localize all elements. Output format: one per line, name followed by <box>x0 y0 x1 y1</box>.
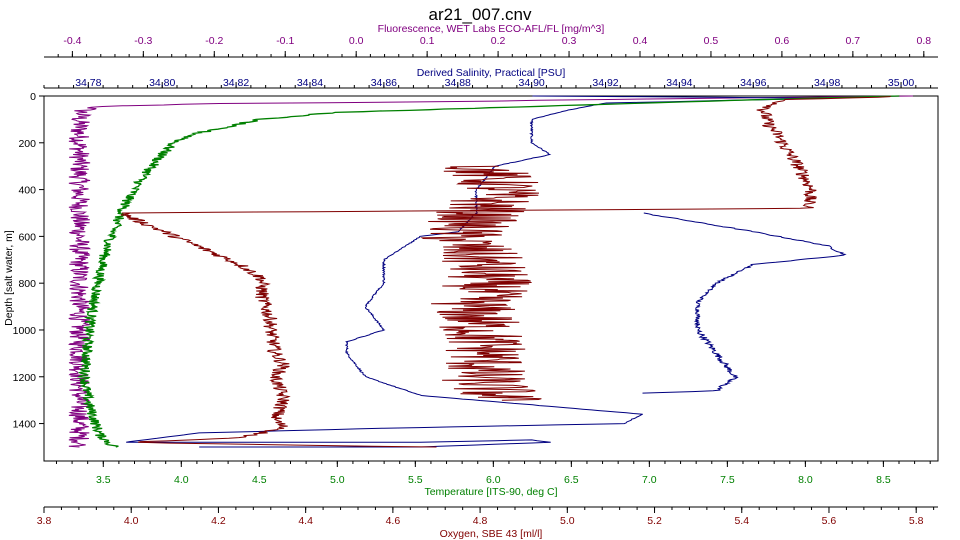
fluorescence-tick-label: -0.4 <box>63 35 81 47</box>
y-axis-label: Depth [salt water, m] <box>3 230 15 326</box>
temperature-profile-line <box>77 95 900 448</box>
oxygen-tick-label: 4.2 <box>211 515 226 527</box>
salinity-tick-label: 34.88 <box>445 77 471 89</box>
fluorescence-tick-label: 0.1 <box>420 35 435 47</box>
salinity-tick-label: 34.80 <box>149 77 175 89</box>
oxygen-profile-line <box>120 95 891 448</box>
fluorescence-tick-label: 0.6 <box>775 35 790 47</box>
oxygen-tick-label: 4.4 <box>298 515 313 527</box>
temperature-tick-label: 7.5 <box>720 474 735 486</box>
y-tick-label: 600 <box>18 231 36 243</box>
plot-area <box>43 95 939 462</box>
temperature-tick-label: 6.0 <box>486 474 501 486</box>
oxygen-tick-label: 4.0 <box>124 515 139 527</box>
salinity-tick-label: 34.98 <box>814 77 840 89</box>
oxygen-tick-label: 3.8 <box>37 515 52 527</box>
salinity-tick-label: 35.00 <box>888 77 914 89</box>
fluorescence-tick-label: -0.1 <box>276 35 294 47</box>
fluorescence-tick-label: -0.2 <box>205 35 223 47</box>
y-tick-label: 1400 <box>13 419 37 431</box>
oxygen-axis-title: Oxygen, SBE 43 [ml/l] <box>440 528 543 540</box>
salinity-tick-label: 34.86 <box>371 77 397 89</box>
fluorescence-tick-label: 0.3 <box>562 35 577 47</box>
salinity-profile-line <box>642 329 739 394</box>
oxygen-tick-label: 5.4 <box>734 515 749 527</box>
temperature-tick-label: 6.5 <box>564 474 579 486</box>
y-tick-label: 1000 <box>13 325 37 337</box>
oxygen-tick-label: 4.8 <box>473 515 488 527</box>
fluorescence-tick-label: 0.5 <box>704 35 719 47</box>
temperature-tick-label: 8.5 <box>876 474 891 486</box>
fluorescence-tick-label: 0.8 <box>917 35 932 47</box>
series-layer <box>68 95 913 448</box>
chart-title: ar21_007.cnv <box>428 5 532 24</box>
salinity-profile-line <box>126 95 827 448</box>
salinity-tick-label: 34.94 <box>666 77 692 89</box>
fluorescence-tick-label: -0.3 <box>134 35 152 47</box>
oxygen-tick-label: 5.2 <box>647 515 662 527</box>
salinity-profile-line <box>643 212 847 331</box>
fluorescence-tick-label: 0.0 <box>349 35 364 47</box>
temperature-tick-label: 8.0 <box>798 474 813 486</box>
salinity-tick-label: 34.78 <box>75 77 101 89</box>
salinity-tick-label: 34.90 <box>518 77 544 89</box>
temperature-axis-title: Temperature [ITS-90, deg C] <box>424 486 557 498</box>
temperature-tick-label: 5.0 <box>330 474 345 486</box>
oxygen-tick-label: 5.0 <box>560 515 575 527</box>
y-tick-label: 1200 <box>13 372 37 384</box>
temperature-tick-label: 5.5 <box>408 474 423 486</box>
axes-group: 0 200 400 600 800 1000 1200 1400 -0.4 -0.3 -0.2 -0.… <box>13 23 938 540</box>
temperature-tick-label: 4.0 <box>174 474 189 486</box>
temperature-tick-label: 3.5 <box>96 474 111 486</box>
salinity-tick-label: 34.82 <box>223 77 249 89</box>
y-tick-label: 400 <box>18 185 36 197</box>
oxygen-tick-label: 5.8 <box>909 515 924 527</box>
salinity-tick-label: 34.84 <box>297 77 323 89</box>
plot-frame <box>43 95 939 462</box>
fluorescence-axis-title: Fluorescence, WET Labs ECO-AFL/FL [mg/m^… <box>378 23 605 35</box>
fluorescence-tick-label: 0.4 <box>633 35 648 47</box>
y-tick-label: 200 <box>18 138 36 150</box>
salinity-tick-label: 34.96 <box>740 77 766 89</box>
oxygen-profile-line <box>420 165 542 401</box>
fluorescence-tick-label: 0.7 <box>846 35 861 47</box>
temperature-tick-label: 4.5 <box>252 474 267 486</box>
y-tick-label: 800 <box>18 278 36 290</box>
fluorescence-tick-label: 0.2 <box>491 35 506 47</box>
oxygen-tick-label: 4.6 <box>386 515 401 527</box>
y-tick-label: 0 <box>30 91 36 103</box>
temperature-tick-label: 7.0 <box>642 474 657 486</box>
salinity-axis-title: Derived Salinity, Practical [PSU] <box>417 67 566 79</box>
fluorescence-profile-line <box>68 95 913 448</box>
oxygen-tick-label: 5.6 <box>822 515 837 527</box>
salinity-tick-label: 34.92 <box>592 77 618 89</box>
